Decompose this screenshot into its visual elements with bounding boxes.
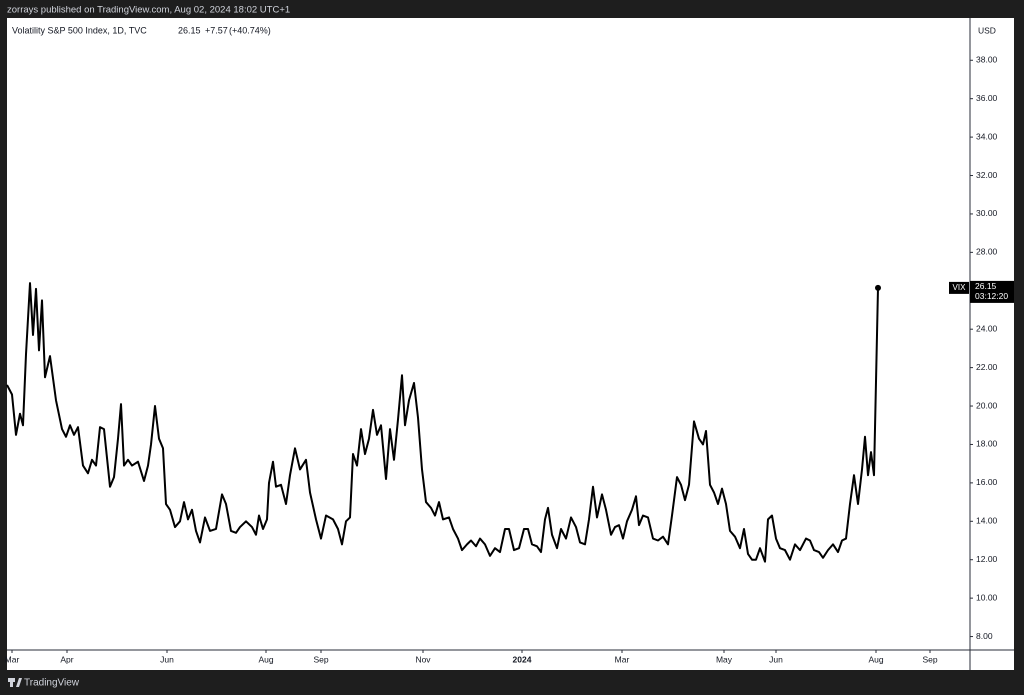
x-tick-label: Jun: [769, 654, 783, 664]
change-percent: (+40.74%): [229, 25, 271, 35]
caption: zorrays published on TradingView.com, Au…: [7, 5, 290, 16]
x-tick-label: Sep: [922, 654, 937, 664]
y-tick-label: 22.00: [976, 362, 998, 372]
price-tag-value: 26.15: [975, 281, 997, 291]
x-tick-label: Sep: [313, 654, 328, 664]
x-tick-label: Mar: [615, 654, 630, 664]
x-tick-label: Aug: [868, 654, 883, 664]
y-tick-label: 18.00: [976, 439, 998, 449]
y-tick-label: 10.00: [976, 592, 998, 602]
y-tick-label: 12.00: [976, 554, 998, 564]
currency: USD: [978, 25, 996, 35]
x-tick-label: Aug: [258, 654, 273, 664]
y-tick-label: 36.00: [976, 93, 998, 103]
x-tick-label: May: [716, 654, 733, 664]
brand-name: TradingView: [24, 678, 80, 689]
y-tick-label: 14.00: [976, 516, 998, 526]
price-tag: [970, 280, 1014, 303]
brand: TradingView: [8, 678, 80, 689]
x-tick-label: Mar: [5, 654, 20, 664]
countdown: 03:12:20: [975, 291, 1008, 301]
y-tick-label: 30.00: [976, 208, 998, 218]
y-tick-label: 8.00: [976, 631, 993, 641]
last-price: 26.15: [178, 25, 201, 35]
y-tick-label: 32.00: [976, 170, 998, 180]
brand-logo: [8, 678, 22, 687]
y-tick-label: 34.00: [976, 131, 998, 141]
last-point: [875, 284, 881, 291]
x-tick-label: 2024: [513, 654, 532, 664]
y-tick-label: 16.00: [976, 477, 998, 487]
plot-background: [7, 18, 1014, 670]
x-tick-label: Nov: [415, 654, 431, 664]
price-line: [6, 282, 879, 563]
name-tag: [949, 281, 969, 294]
series-name: VIX: [953, 283, 967, 292]
x-tick-label: Apr: [60, 654, 73, 664]
symbol-title: Volatility S&P 500 Index, 1D, TVC: [12, 25, 147, 35]
header: Volatility S&P 500 Index, 1D, TVC 26.15 …: [12, 25, 271, 35]
change: +7.57: [205, 25, 228, 35]
y-tick-label: 28.00: [976, 247, 998, 257]
y-tick-label: 20.00: [976, 400, 998, 410]
x-tick-label: Jun: [160, 654, 174, 664]
y-tick-label: 38.00: [976, 55, 998, 65]
y-tick-label: 24.00: [976, 323, 998, 333]
